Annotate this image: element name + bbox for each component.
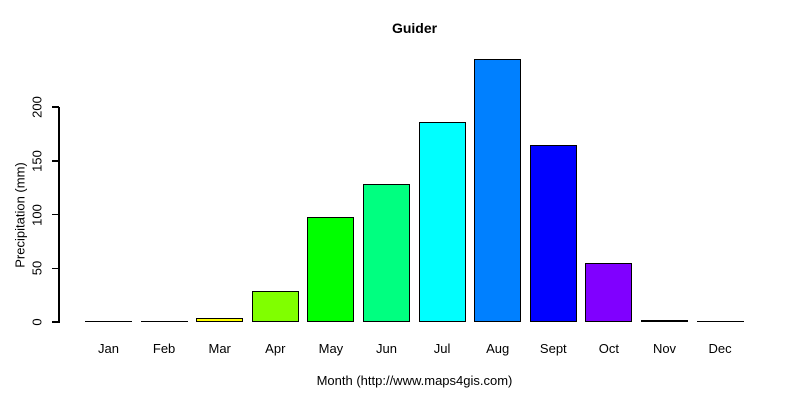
bar-oct [585, 263, 633, 322]
x-tick-label-sept: Sept [539, 341, 567, 356]
y-tick-mark [52, 321, 59, 323]
y-tick-label: 100 [29, 203, 45, 226]
bar-jun [363, 184, 410, 322]
bar-aug [474, 59, 522, 322]
x-tick-label-may: May [318, 341, 344, 356]
x-tick-label-apr: Apr [265, 341, 286, 356]
y-tick-mark [52, 160, 59, 162]
x-tick-label-jan: Jan [98, 341, 119, 356]
x-tick-label-jul: Jul [433, 341, 451, 356]
y-tick-label: 150 [29, 149, 45, 172]
bar-apr [251, 291, 299, 322]
x-axis-label: Month (http://www.maps4gis.com) [316, 373, 513, 388]
x-tick-label-mar: Mar [208, 341, 231, 356]
y-tick-label: 50 [29, 261, 45, 276]
x-tick-label-feb: Feb [152, 341, 176, 356]
bar-sept [529, 145, 577, 322]
bar-jul [418, 122, 466, 322]
y-tick-mark [52, 267, 59, 269]
y-tick-mark [52, 106, 59, 108]
y-tick-label: 0 [29, 318, 45, 326]
x-tick-label-aug: Aug [486, 341, 510, 356]
bar-mar [196, 318, 244, 322]
y-tick-mark [52, 213, 59, 216]
chart-title: Guider [391, 20, 438, 36]
bar-feb [140, 321, 188, 322]
bar-jan [85, 321, 132, 322]
x-tick-label-nov: Nov [652, 341, 677, 356]
x-tick-label-dec: Dec [708, 341, 732, 356]
bar-may [307, 217, 355, 322]
x-tick-label-jun: Jun [376, 341, 397, 356]
x-tick-label-oct: Oct [598, 341, 619, 356]
bar-dec [696, 321, 744, 322]
bar-nov [641, 320, 688, 322]
y-axis-label: Precipitation (mm) [12, 162, 28, 268]
y-tick-label: 200 [29, 96, 45, 118]
